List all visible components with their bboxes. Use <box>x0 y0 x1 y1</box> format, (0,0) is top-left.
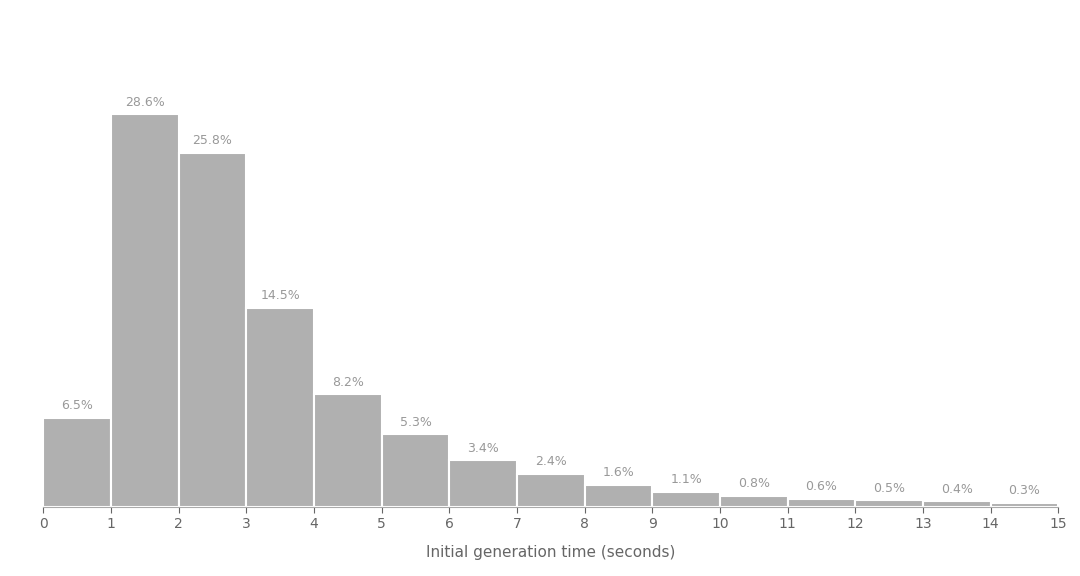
Bar <box>787 499 855 507</box>
Text: 1.1%: 1.1% <box>671 473 702 486</box>
Bar <box>584 485 652 507</box>
Text: 14.5%: 14.5% <box>260 289 300 302</box>
Text: 0.5%: 0.5% <box>874 482 905 495</box>
Bar <box>111 115 178 507</box>
Bar <box>720 496 787 507</box>
Text: 3.4%: 3.4% <box>468 442 499 454</box>
Text: 0.8%: 0.8% <box>738 478 770 490</box>
Text: 0.6%: 0.6% <box>806 480 837 493</box>
Bar <box>449 460 517 507</box>
Bar <box>381 434 449 507</box>
Bar <box>246 308 314 507</box>
Bar <box>43 418 111 507</box>
Text: 25.8%: 25.8% <box>192 134 232 147</box>
Text: 28.6%: 28.6% <box>125 96 164 109</box>
Text: 1.6%: 1.6% <box>603 467 634 479</box>
Bar <box>990 503 1058 507</box>
Bar <box>178 153 246 507</box>
Bar <box>855 500 923 507</box>
Bar <box>652 492 720 507</box>
Bar <box>314 395 381 507</box>
Text: 0.3%: 0.3% <box>1009 484 1040 497</box>
Bar <box>923 501 990 507</box>
Text: 8.2%: 8.2% <box>332 376 364 389</box>
Text: 5.3%: 5.3% <box>400 416 431 429</box>
Text: 6.5%: 6.5% <box>62 399 93 412</box>
Bar <box>517 474 584 507</box>
Text: 0.4%: 0.4% <box>941 483 973 496</box>
Text: 2.4%: 2.4% <box>535 456 567 468</box>
X-axis label: Initial generation time (seconds): Initial generation time (seconds) <box>427 545 675 560</box>
